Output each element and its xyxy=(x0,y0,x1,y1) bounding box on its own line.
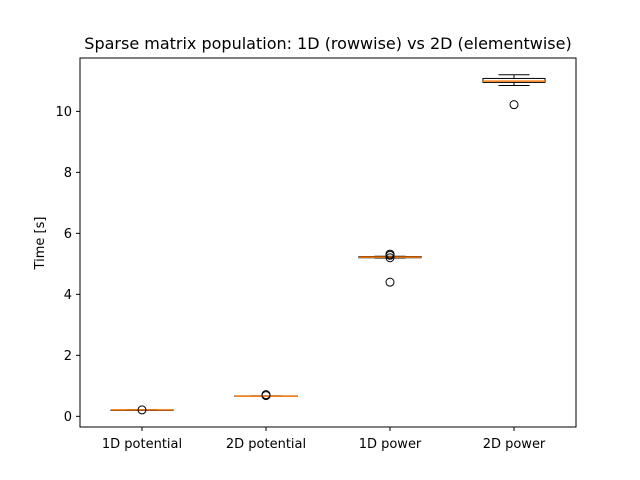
plot-frame xyxy=(79,57,577,428)
y-tick-label: 8 xyxy=(64,166,72,181)
y-axis-label: Time [s] xyxy=(33,217,48,271)
box-group xyxy=(482,74,546,110)
flier-point xyxy=(261,391,271,401)
plot-area xyxy=(110,74,546,415)
chart-title: Sparse matrix population: 1D (rowwise) v… xyxy=(84,34,571,53)
flier-point xyxy=(137,405,147,415)
x-tick-label: 2D potential xyxy=(226,437,306,452)
y-tick-label: 2 xyxy=(64,349,72,364)
box-group xyxy=(110,405,174,415)
x-tick-label: 1D power xyxy=(359,437,422,452)
flier-point xyxy=(385,250,395,260)
flier-point xyxy=(509,100,519,110)
box-group xyxy=(358,249,422,287)
x-axis: 1D potential 2D potential 1D power 2D power xyxy=(102,427,546,452)
y-tick-label: 6 xyxy=(64,227,72,242)
x-tick-label: 2D power xyxy=(483,437,546,452)
y-tick-label: 0 xyxy=(64,410,72,425)
x-tick-label: 1D potential xyxy=(102,437,182,452)
flier-point xyxy=(385,277,395,287)
y-tick-label: 4 xyxy=(64,288,72,303)
box xyxy=(482,77,546,83)
flier-point xyxy=(385,253,395,263)
box-group xyxy=(234,390,298,401)
y-axis: 0 2 4 6 8 10 xyxy=(55,105,80,425)
y-tick-label: 10 xyxy=(55,105,72,120)
